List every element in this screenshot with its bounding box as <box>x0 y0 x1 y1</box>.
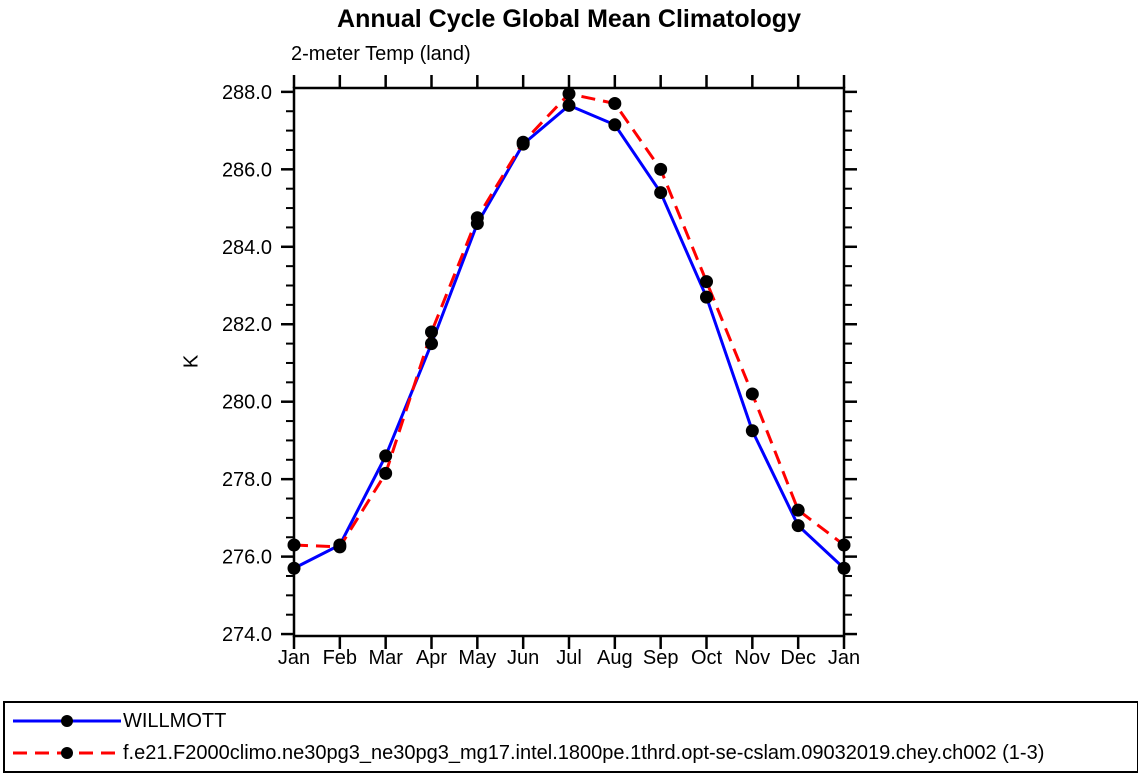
data-point-series-1 <box>700 275 713 289</box>
y-tick-label: 276.0 <box>222 547 272 569</box>
data-point-series-0 <box>837 561 851 575</box>
y-tick-label: 274.0 <box>222 624 272 646</box>
x-tick-label: Jan <box>278 647 310 669</box>
legend-line-model-run-icon <box>13 747 121 760</box>
data-point-series-1 <box>608 96 622 110</box>
data-point-series-1 <box>379 466 393 480</box>
legend-sample-marker-0 <box>61 714 73 727</box>
y-tick-label: 282.0 <box>222 314 272 336</box>
y-tick-label: 288.0 <box>222 82 272 104</box>
x-tick-label: Jan <box>828 647 860 669</box>
data-point-series-1 <box>562 87 576 101</box>
data-point-series-0 <box>745 424 759 438</box>
data-point-series-0 <box>608 118 622 132</box>
legend-sample-marker-1 <box>61 747 73 760</box>
y-tick-label: 284.0 <box>222 237 272 259</box>
series-line-1 <box>293 92 845 549</box>
x-tick-label: Mar <box>368 647 403 669</box>
data-point-series-1 <box>470 211 484 225</box>
x-tick-label: Aug <box>597 647 633 669</box>
chart-subtitle: 2-meter Temp (land) <box>291 43 471 65</box>
annual-cycle-line-chart: Jan Feb Mar Apr May Jun Jul Aug Sep Oct Nov Dec Jan 2… <box>222 75 860 669</box>
data-point-series-0 <box>425 337 438 351</box>
data-point-series-0 <box>562 98 576 112</box>
series-line-0 <box>293 103 846 570</box>
y-tick-label: 286.0 <box>222 159 272 181</box>
data-point-series-1 <box>333 540 347 554</box>
x-tick-label: Dec <box>780 647 816 669</box>
chart-title: Annual Cycle Global Mean Climatology <box>337 5 801 33</box>
legend-box: WILLMOTT f.e21.F2000climo.ne30pg3_ne30pg… <box>3 701 1138 773</box>
data-point-series-1 <box>287 538 301 552</box>
data-point-series-0 <box>379 449 393 463</box>
data-point-series-1 <box>425 325 438 339</box>
data-point-series-1 <box>837 538 851 552</box>
data-point-series-1 <box>791 503 805 517</box>
plot-frame <box>292 86 846 638</box>
data-point-series-0 <box>700 290 713 304</box>
y-tick-label: 278.0 <box>222 469 272 491</box>
x-tick-label: Apr <box>416 647 447 669</box>
legend-label-model-run: f.e21.F2000climo.ne30pg3_ne30pg3_mg17.in… <box>123 742 1045 765</box>
legend-label-willmott: WILLMOTT <box>123 709 227 732</box>
x-tick-label: Sep <box>643 647 679 669</box>
x-tick-label: Jun <box>507 647 539 669</box>
legend-line-willmott-icon <box>13 714 121 727</box>
x-tick-label: May <box>458 647 496 669</box>
legend-item-willmott: WILLMOTT <box>11 706 1137 736</box>
x-tick-label: Nov <box>735 647 771 669</box>
data-point-series-0 <box>654 186 668 200</box>
y-tick-label: 280.0 <box>222 392 272 414</box>
x-tick-label: Jul <box>556 647 582 669</box>
data-point-series-0 <box>287 561 301 575</box>
legend-item-model-run: f.e21.F2000climo.ne30pg3_ne30pg3_mg17.in… <box>11 738 1137 768</box>
x-tick-label: Feb <box>323 647 357 669</box>
data-point-series-0 <box>791 519 805 533</box>
data-point-series-1 <box>516 135 530 149</box>
x-tick-label: Oct <box>691 647 723 669</box>
data-point-series-1 <box>654 162 668 176</box>
data-point-series-1 <box>745 387 759 401</box>
